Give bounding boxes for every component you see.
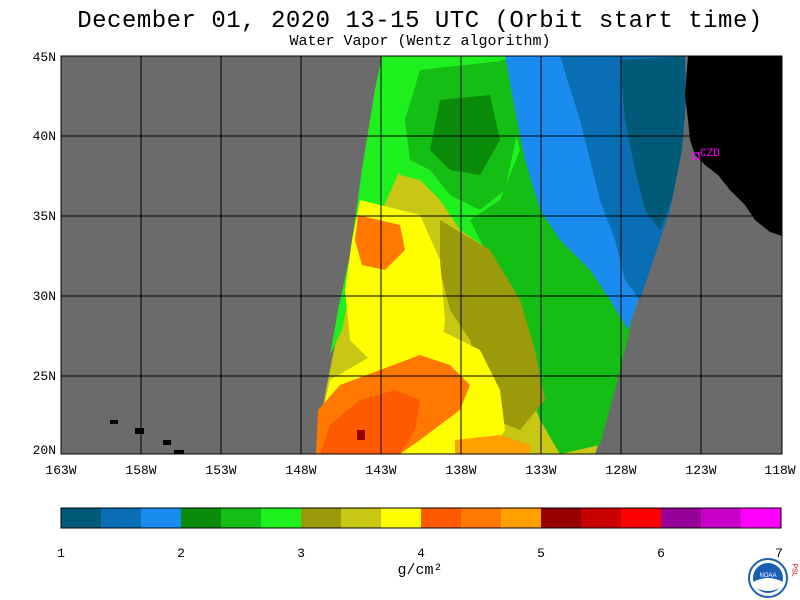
land-north-america <box>685 56 782 236</box>
swath-orange-west <box>355 215 405 270</box>
lon-label: 128W <box>605 463 636 478</box>
colorbar-swatch <box>421 508 462 528</box>
swath-dark-green-patch <box>430 95 500 175</box>
colorbar-swatch <box>501 508 542 528</box>
lon-label: 138W <box>445 463 476 478</box>
satellite-swath <box>316 56 686 454</box>
colorbar-tick-label: 1 <box>57 546 65 561</box>
latitude-labels: 45N 40N 35N 30N 25N 20N <box>33 50 56 458</box>
colorbar-swatch <box>541 508 582 528</box>
colorbar-frame <box>60 507 782 529</box>
noaa-logo: NOAA PSL <box>748 558 798 598</box>
psl-logo-text: PSL <box>791 563 798 576</box>
colorbar <box>60 507 782 529</box>
lat-label: 40N <box>33 129 56 144</box>
lat-label: 35N <box>33 209 56 224</box>
lon-label: 148W <box>285 463 316 478</box>
colorbar-swatch <box>341 508 382 528</box>
lat-label: 20N <box>33 443 56 458</box>
colorbar-swatch <box>661 508 702 528</box>
graticule <box>61 56 782 454</box>
colorbar-swatch <box>461 508 502 528</box>
map-plot: CZD <box>61 56 782 454</box>
colorbar-swatch <box>221 508 262 528</box>
colorbar-tick-label: 4 <box>417 546 425 561</box>
lon-label: 123W <box>685 463 716 478</box>
colorbar-tick-label: 2 <box>177 546 185 561</box>
lon-label: 158W <box>125 463 156 478</box>
colorbar-swatch <box>701 508 742 528</box>
swath-dark-blue <box>620 56 686 230</box>
colorbar-unit-label: g/cm² <box>397 562 443 579</box>
lat-label: 45N <box>33 50 56 65</box>
hawaii-island <box>135 428 144 434</box>
map-frame <box>60 55 783 455</box>
station-label: CZD <box>700 148 720 160</box>
colorbar-swatch <box>381 508 422 528</box>
lon-label: 163W <box>45 463 76 478</box>
lat-label: 30N <box>33 289 56 304</box>
colorbar-swatch <box>61 508 102 528</box>
map-title: December 01, 2020 13-15 UTC (Orbit start… <box>77 8 763 35</box>
hawaii-island <box>174 450 184 454</box>
station-marker: CZD <box>692 148 720 160</box>
colorbar-tick-label: 3 <box>297 546 305 561</box>
swath-dark-red-spot <box>357 430 365 440</box>
swath-amber-patch <box>455 435 530 454</box>
colorbar-swatch <box>141 508 182 528</box>
colorbar-tick-label: 7 <box>775 546 783 561</box>
lon-label: 153W <box>205 463 236 478</box>
colorbar-swatch <box>741 508 782 528</box>
colorbar-tick-label: 5 <box>537 546 545 561</box>
colorbar-swatch <box>581 508 622 528</box>
colorbar-swatch <box>101 508 142 528</box>
hawaii-island <box>163 440 171 445</box>
hawaii-island <box>110 420 118 424</box>
lon-label: 143W <box>365 463 396 478</box>
colorbar-swatch <box>181 508 222 528</box>
colorbar-swatch <box>621 508 662 528</box>
lon-label: 133W <box>525 463 556 478</box>
colorbar-ticks: 1 2 3 4 5 6 7 <box>57 546 783 561</box>
lon-label: 118W <box>764 463 795 478</box>
colorbar-tick-label: 6 <box>657 546 665 561</box>
swath-red-orange-core <box>320 390 420 454</box>
noaa-logo-text: NOAA <box>759 573 776 579</box>
colorbar-swatch <box>301 508 342 528</box>
map-subtitle: Water Vapor (Wentz algorithm) <box>289 33 551 50</box>
lat-label: 25N <box>33 369 56 384</box>
longitude-labels: 163W 158W 153W 148W 143W 138W 133W 128W … <box>45 463 795 478</box>
colorbar-swatch <box>261 508 302 528</box>
swath-olive-band <box>440 220 545 430</box>
